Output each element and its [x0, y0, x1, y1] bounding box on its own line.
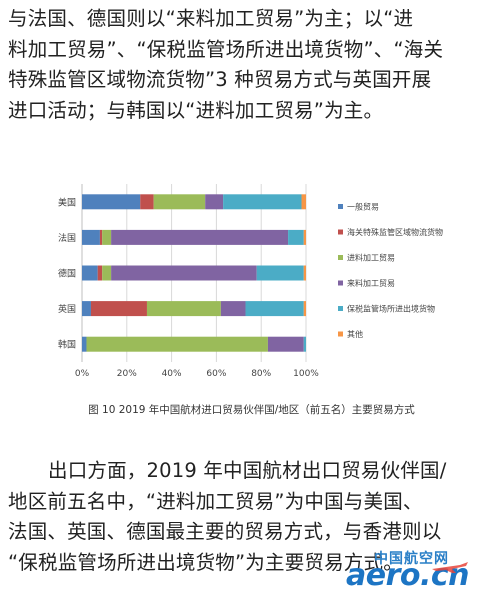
- category-label: 英国: [58, 303, 76, 315]
- watermark-cn-text: 中国航空网: [374, 551, 449, 567]
- paragraph-bottom: 出口方面，2019 年中国航材出口贸易伙伴国/ 地区前五名中，“进料加工贸易”为…: [8, 456, 500, 578]
- text-line: 出口方面，2019 年中国航材出口贸易伙伴国/: [48, 459, 447, 482]
- legend-swatch: [338, 229, 343, 235]
- bar-segment: [267, 336, 304, 352]
- category-label: 韩国: [58, 339, 76, 351]
- x-tick-label: 20%: [117, 369, 137, 379]
- bar-segment: [303, 301, 306, 317]
- bar-segment: [303, 336, 306, 352]
- bar-segment: [153, 194, 206, 210]
- text-line: 法国、英国、德国最主要的贸易方式，与香港则以: [8, 520, 442, 543]
- bar-segment: [303, 265, 306, 281]
- figure-caption: 图 10 2019 年中国航材进口贸易伙伴国/地区（前五名）主要贸易方式: [88, 404, 415, 416]
- legend-label: 一般贸易: [347, 202, 379, 212]
- bar-segment: [97, 265, 103, 281]
- text-line: 与法国、德国则以“来料加工贸易”为主；以“进: [8, 7, 414, 30]
- bar-segment: [245, 301, 304, 317]
- bar-segment: [82, 194, 141, 210]
- bar-segment: [82, 265, 98, 281]
- x-tick-label: 60%: [206, 369, 226, 379]
- legend-label: 进料加工贸易: [347, 253, 395, 263]
- aero-cn-watermark: 中国航空网 aero.cn: [346, 548, 501, 600]
- category-label: 法国: [58, 232, 76, 244]
- legend-label: 海关特殊监管区域物流货物: [347, 227, 443, 237]
- bar-segment: [301, 194, 306, 210]
- legend-label: 其他: [347, 329, 363, 339]
- bar-segment: [256, 265, 304, 281]
- category-label: 美国: [58, 196, 76, 208]
- bar-segment: [223, 194, 302, 210]
- bar-segment: [99, 229, 103, 245]
- legend-swatch: [338, 204, 343, 209]
- bar-segment: [82, 301, 91, 317]
- legend-label: 保税监管场所进出境货物: [347, 304, 435, 314]
- category-label: 德国: [58, 268, 76, 280]
- bar-segment: [82, 336, 87, 352]
- x-tick-label: 40%: [162, 369, 182, 379]
- bar-segment: [90, 301, 147, 317]
- bar-segment: [303, 229, 306, 245]
- text-line: 进口活动；与韩国以“进料加工贸易”为主。: [8, 98, 384, 122]
- airplane-icon: [432, 562, 468, 573]
- legend-swatch: [338, 331, 343, 337]
- legend-swatch: [338, 306, 343, 311]
- bar-segment: [140, 194, 154, 210]
- bar-segment: [288, 229, 304, 245]
- bar-segment: [102, 229, 112, 245]
- text-line: 特殊监管区域物流货物”3 种贸易方式与英国开展: [8, 68, 432, 91]
- bar-segment: [146, 301, 221, 317]
- legend-label: 来料加工贸易: [347, 278, 395, 288]
- bar-segment: [205, 194, 224, 210]
- text-line: 料加工贸易”、“保税监管场所进出境货物”、“海关: [8, 37, 444, 61]
- legend-swatch: [338, 280, 343, 286]
- bar-segment: [86, 336, 268, 352]
- text-line: “保税监管场所进出境货物”为主要贸易方式。: [8, 550, 403, 574]
- x-tick-label: 100%: [293, 369, 319, 379]
- watermark-en-text: aero.cn: [346, 558, 470, 593]
- x-tick-label: 80%: [251, 369, 271, 379]
- bar-segment: [82, 229, 100, 245]
- bar-segment: [111, 229, 289, 245]
- x-tick-label: 0%: [75, 369, 90, 379]
- bar-segment: [111, 265, 257, 281]
- bar-segment: [220, 301, 246, 317]
- bar-segment: [102, 265, 112, 281]
- paragraph-top: 与法国、德国则以“来料加工贸易”为主；以“进 料加工贸易”、“保税监管场所进出境…: [8, 4, 500, 126]
- legend-swatch: [338, 255, 343, 260]
- text-line: 地区前五名中，“进料加工贸易”为中国与美国、: [8, 489, 423, 513]
